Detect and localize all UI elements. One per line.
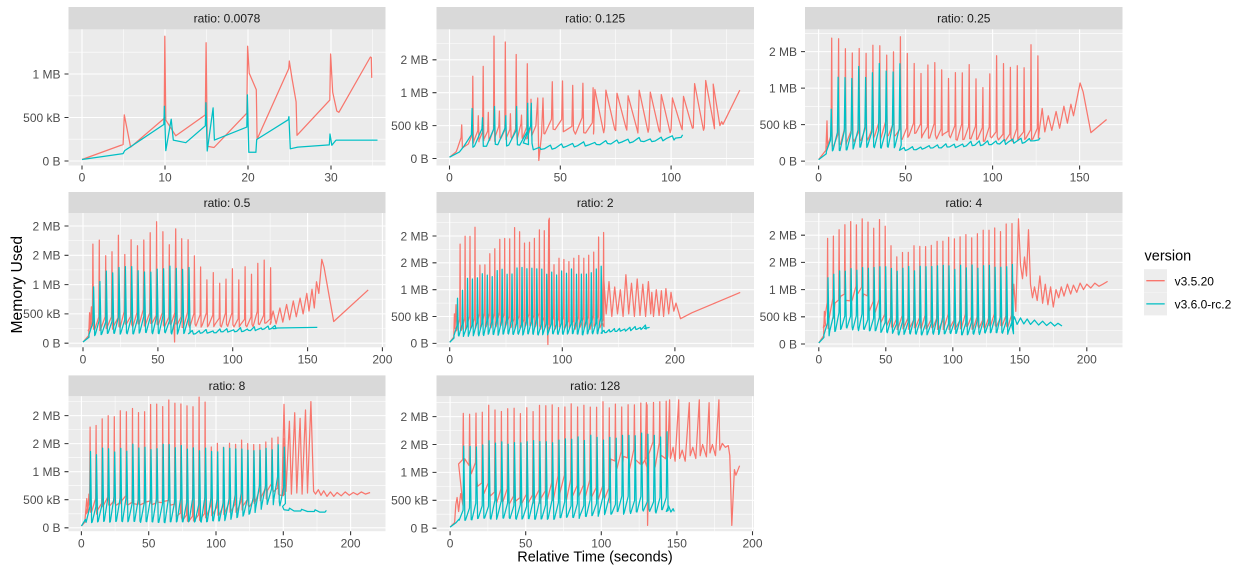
svg-text:2 MB: 2 MB <box>32 409 60 423</box>
svg-text:0: 0 <box>80 353 87 367</box>
svg-text:50: 50 <box>879 353 893 367</box>
svg-text:500 kB: 500 kB <box>391 119 428 133</box>
svg-text:100: 100 <box>983 171 1003 185</box>
svg-text:1 MB: 1 MB <box>769 81 797 95</box>
svg-text:ratio: 0.25: ratio: 0.25 <box>937 12 991 26</box>
svg-text:0: 0 <box>446 171 453 185</box>
svg-text:2 MB: 2 MB <box>400 438 428 452</box>
svg-text:0: 0 <box>446 353 453 367</box>
svg-text:30: 30 <box>324 171 338 185</box>
svg-text:500 kB: 500 kB <box>760 310 797 324</box>
svg-text:200: 200 <box>742 536 762 550</box>
svg-text:0: 0 <box>447 536 454 550</box>
svg-text:1 MB: 1 MB <box>32 67 60 81</box>
svg-text:Memory Used: Memory Used <box>9 236 26 334</box>
svg-text:200: 200 <box>372 353 392 367</box>
svg-text:150: 150 <box>1010 353 1030 367</box>
svg-text:500 kB: 500 kB <box>760 118 797 132</box>
svg-text:2 MB: 2 MB <box>32 219 60 233</box>
svg-text:100: 100 <box>552 353 572 367</box>
svg-text:50: 50 <box>899 171 913 185</box>
svg-text:2 MB: 2 MB <box>400 256 428 270</box>
svg-text:ratio: 0.0078: ratio: 0.0078 <box>194 12 261 26</box>
svg-text:500 kB: 500 kB <box>391 310 428 324</box>
svg-text:2 MB: 2 MB <box>400 229 428 243</box>
svg-text:0 B: 0 B <box>410 522 428 536</box>
svg-text:50: 50 <box>519 536 533 550</box>
svg-text:0: 0 <box>815 171 822 185</box>
svg-text:200: 200 <box>1077 353 1097 367</box>
svg-text:500 kB: 500 kB <box>23 493 60 507</box>
svg-text:150: 150 <box>1070 171 1090 185</box>
svg-text:0 B: 0 B <box>42 154 60 168</box>
svg-text:1 MB: 1 MB <box>400 283 428 297</box>
svg-text:500 kB: 500 kB <box>391 494 428 508</box>
svg-text:20: 20 <box>241 171 255 185</box>
svg-text:100: 100 <box>223 353 243 367</box>
svg-text:100: 100 <box>943 353 963 367</box>
svg-text:version: version <box>1145 249 1192 265</box>
svg-text:200: 200 <box>665 353 685 367</box>
svg-text:ratio: 128: ratio: 128 <box>570 379 620 393</box>
svg-text:v3.6.0-rc.2: v3.6.0-rc.2 <box>1175 298 1232 312</box>
svg-text:150: 150 <box>298 353 318 367</box>
svg-text:0: 0 <box>815 353 822 367</box>
svg-text:ratio: 2: ratio: 2 <box>577 196 614 210</box>
svg-text:0 B: 0 B <box>42 337 60 351</box>
svg-text:1 MB: 1 MB <box>400 86 428 100</box>
svg-text:ratio: 0.5: ratio: 0.5 <box>204 196 251 210</box>
svg-text:50: 50 <box>554 171 568 185</box>
svg-text:2 MB: 2 MB <box>32 249 60 263</box>
svg-text:100: 100 <box>661 171 681 185</box>
svg-text:1 MB: 1 MB <box>769 283 797 297</box>
svg-text:ratio: 8: ratio: 8 <box>209 379 246 393</box>
svg-text:2 MB: 2 MB <box>400 410 428 424</box>
svg-text:1 MB: 1 MB <box>32 465 60 479</box>
svg-text:500 kB: 500 kB <box>23 111 60 125</box>
svg-text:50: 50 <box>151 353 165 367</box>
svg-text:50: 50 <box>142 536 156 550</box>
svg-text:2 MB: 2 MB <box>769 45 797 59</box>
svg-text:Relative Time (seconds): Relative Time (seconds) <box>517 550 673 566</box>
svg-text:0 B: 0 B <box>42 521 60 535</box>
svg-text:100: 100 <box>206 536 226 550</box>
svg-text:0 B: 0 B <box>779 154 797 168</box>
svg-text:0 B: 0 B <box>410 152 428 166</box>
svg-text:2 MB: 2 MB <box>769 229 797 243</box>
svg-text:1 MB: 1 MB <box>400 466 428 480</box>
svg-text:100: 100 <box>591 536 611 550</box>
svg-text:2 MB: 2 MB <box>32 437 60 451</box>
svg-text:1 MB: 1 MB <box>32 278 60 292</box>
svg-text:ratio: 4: ratio: 4 <box>945 196 982 210</box>
svg-text:150: 150 <box>667 536 687 550</box>
svg-text:500 kB: 500 kB <box>23 307 60 321</box>
svg-text:0: 0 <box>79 171 86 185</box>
svg-text:0 B: 0 B <box>779 337 797 351</box>
svg-text:0 B: 0 B <box>410 337 428 351</box>
svg-text:v3.5.20: v3.5.20 <box>1175 274 1215 288</box>
svg-text:ratio: 0.125: ratio: 0.125 <box>565 12 625 26</box>
svg-text:2 MB: 2 MB <box>400 53 428 67</box>
svg-text:0: 0 <box>78 536 85 550</box>
svg-text:2 MB: 2 MB <box>769 256 797 270</box>
svg-text:200: 200 <box>341 536 361 550</box>
svg-text:10: 10 <box>158 171 172 185</box>
svg-text:150: 150 <box>273 536 293 550</box>
